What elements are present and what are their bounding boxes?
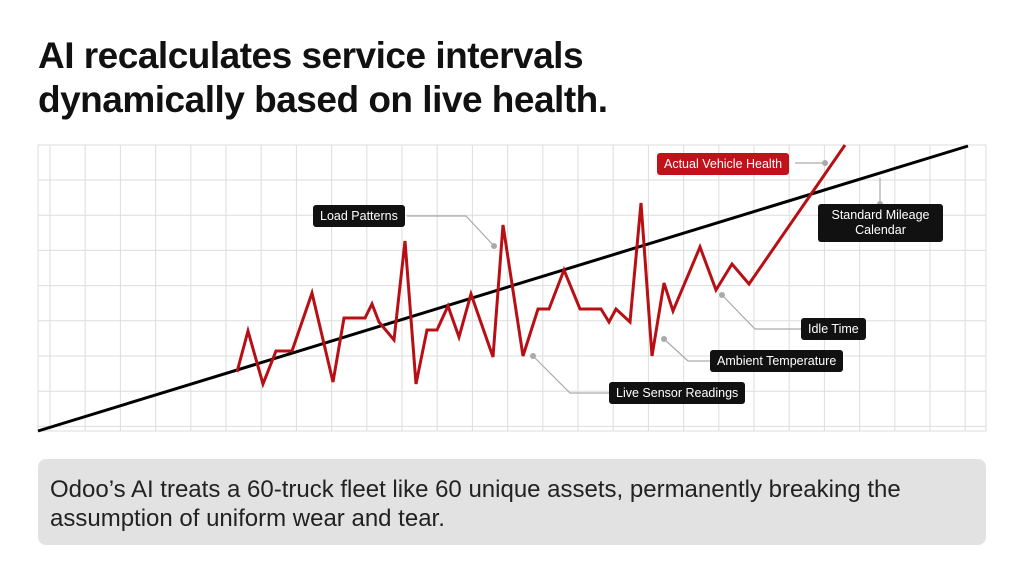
label-actual-vehicle-health: Actual Vehicle Health: [657, 153, 790, 175]
label-live-sensor-readings: Live Sensor Readings: [609, 382, 746, 404]
leader-dot: [661, 336, 667, 342]
title-line-2: dynamically based on live health.: [38, 79, 608, 120]
leader-line: [663, 338, 710, 362]
leader-dot: [719, 292, 725, 298]
actual-vehicle-health-line: [235, 144, 847, 389]
standard-mileage-line: [37, 144, 969, 433]
label-idle-time: Idle Time: [801, 318, 866, 340]
title-line-1: AI recalculates service intervals: [38, 35, 584, 76]
page-title: AI recalculates service intervals dynami…: [38, 34, 608, 122]
leader-line: [532, 355, 609, 394]
label-ambient-temperature: Ambient Temperature: [710, 350, 844, 372]
caption-box: Odoo’s AI treats a 60-truck fleet like 6…: [38, 459, 986, 545]
leader-dot: [491, 243, 497, 249]
leader-dot: [822, 160, 828, 166]
leader-dot: [530, 353, 536, 359]
leader-line: [721, 294, 801, 330]
label-load-patterns: Load Patterns: [313, 205, 405, 227]
grid-border: [37, 144, 987, 432]
leader-line: [407, 215, 495, 247]
label-standard-mileage-calendar: Standard Mileage Calendar: [818, 204, 943, 242]
callout-leaders: [407, 160, 883, 394]
